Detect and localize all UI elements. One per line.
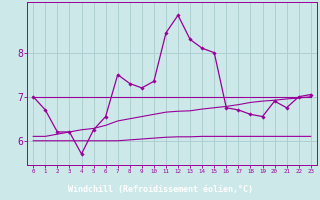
Text: Windchill (Refroidissement éolien,°C): Windchill (Refroidissement éolien,°C) xyxy=(68,185,252,194)
